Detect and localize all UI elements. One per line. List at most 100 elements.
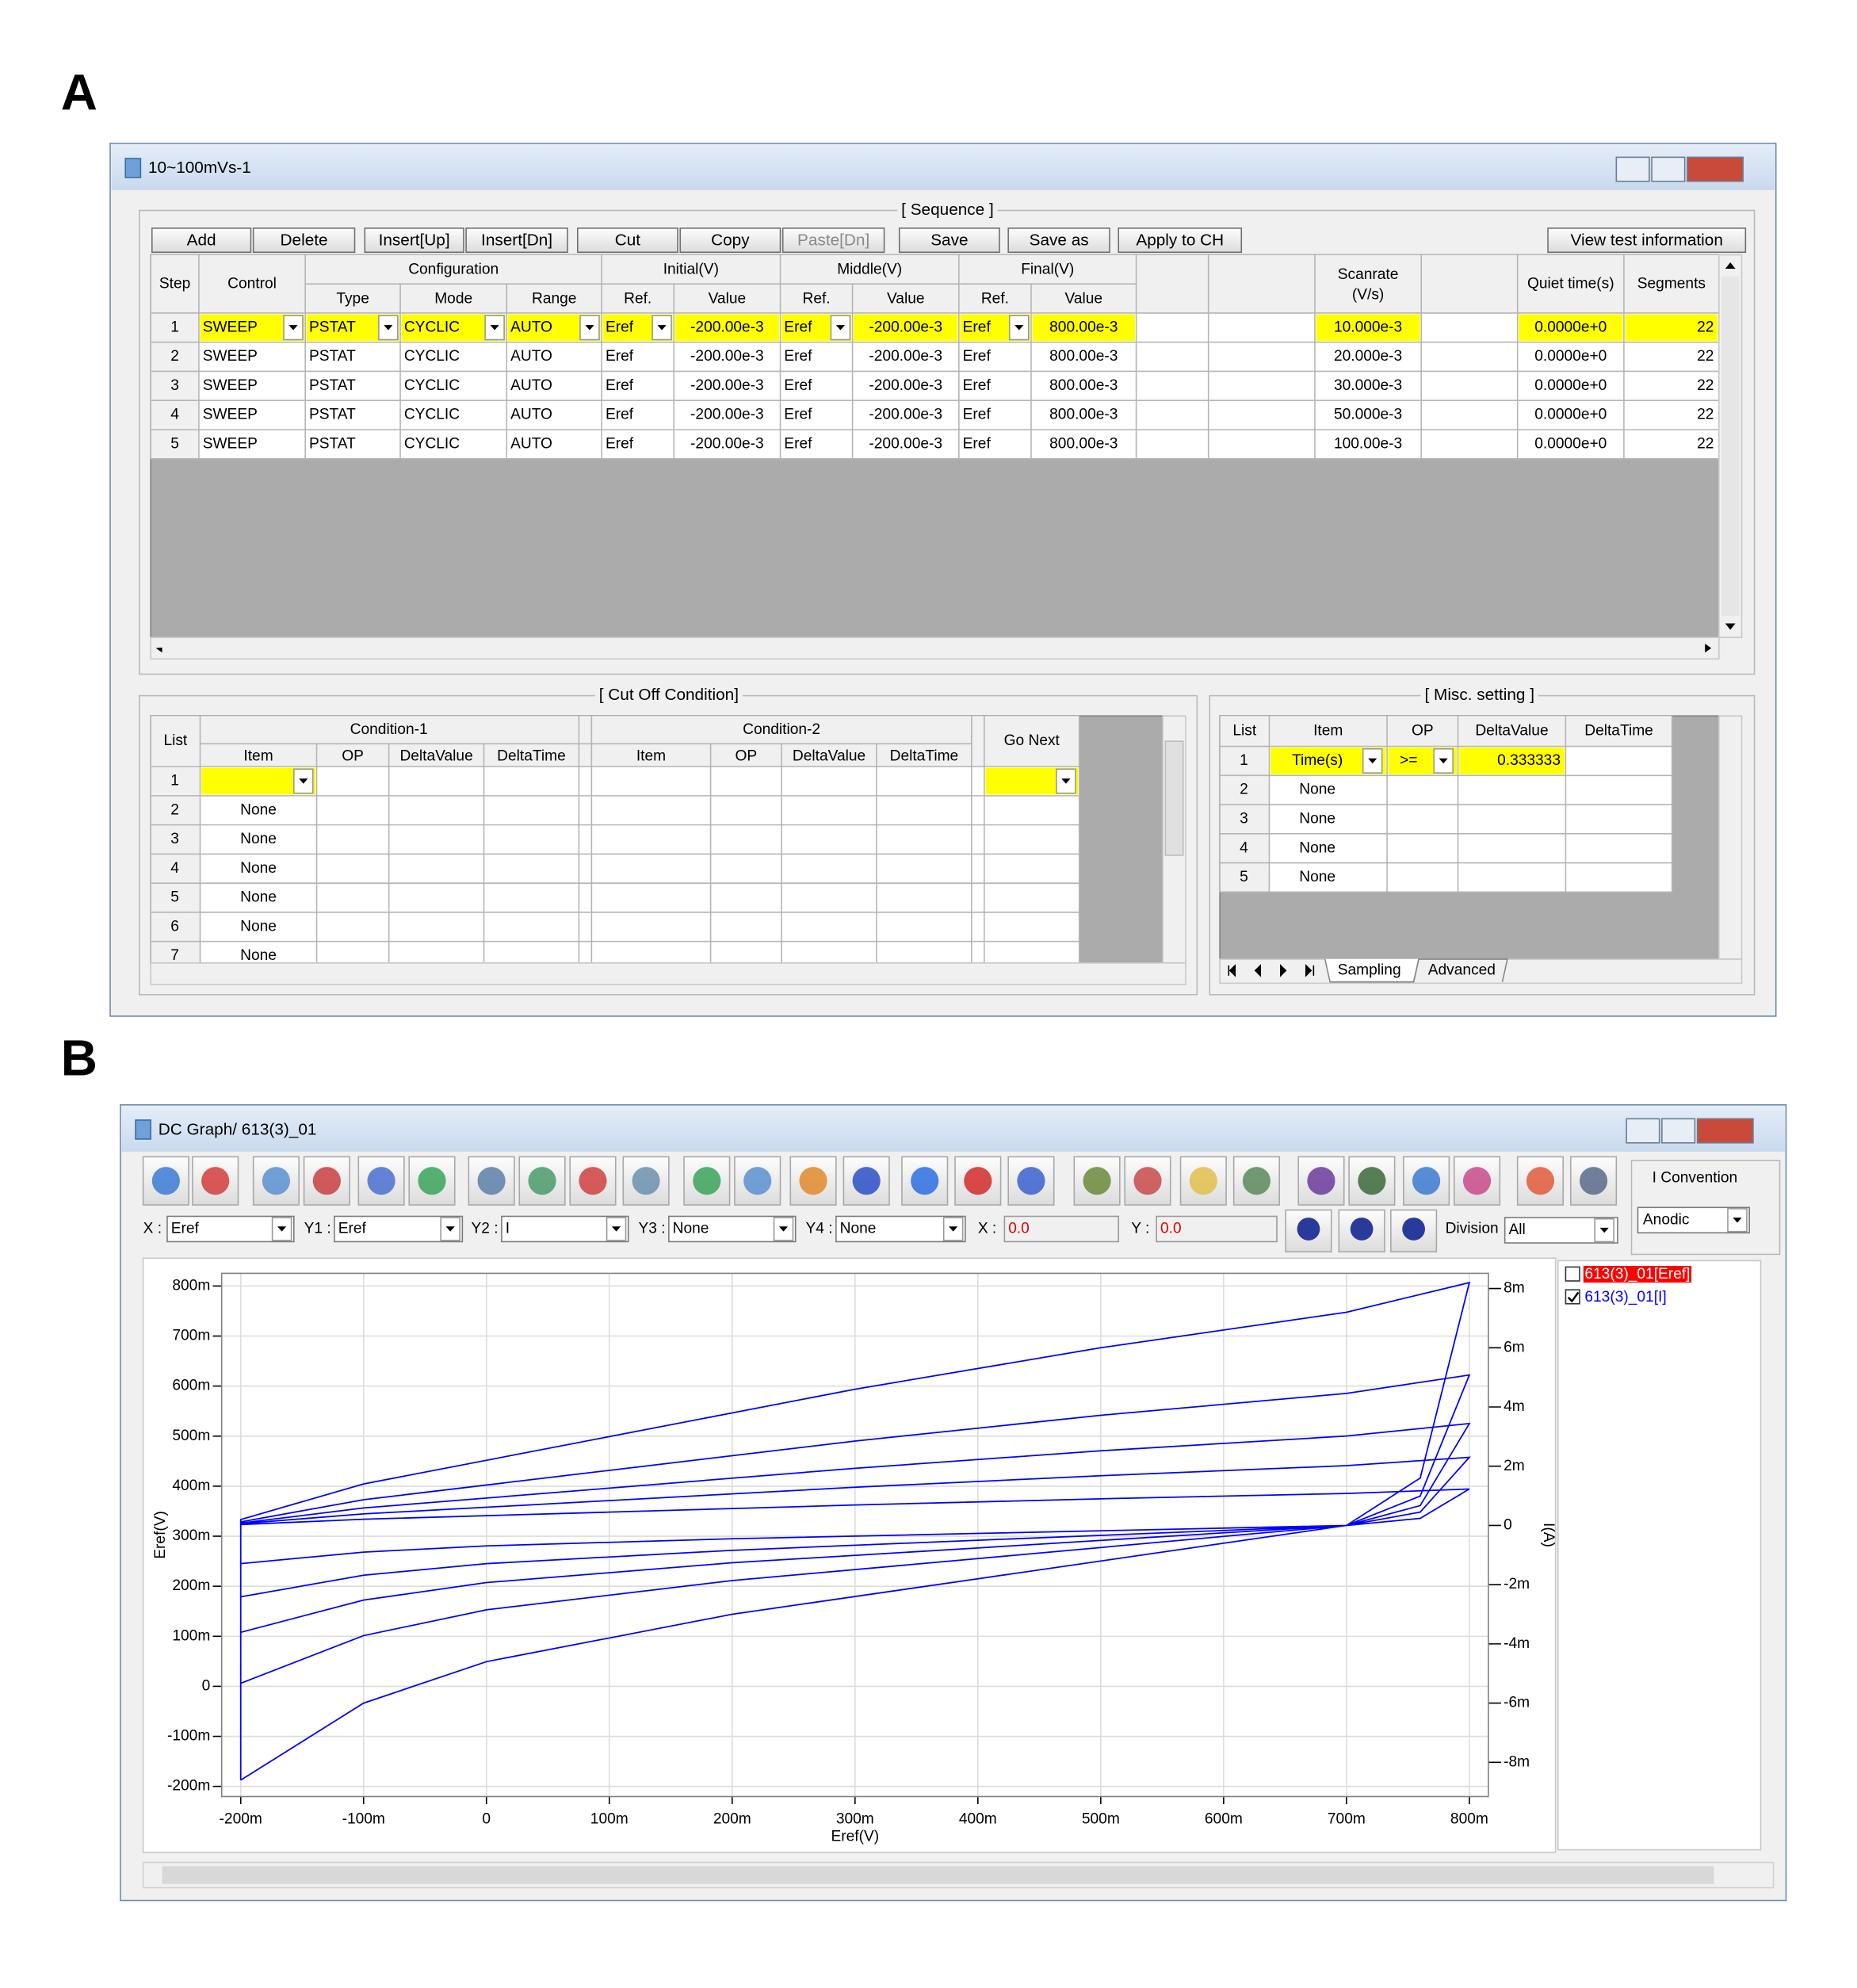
table-cell: 30.000e-3 [1334,377,1402,394]
legend-checkbox[interactable] [1565,1289,1580,1305]
table-cell: AUTO [510,435,552,452]
selector-label: Y1 : [304,1221,331,1237]
data-line [239,1281,1471,1781]
selected-cell [1316,314,1420,342]
y-tick-label: 100m [172,1627,210,1644]
panel-label: A [61,64,97,121]
title-bar [111,144,1775,190]
toolbar-icon [1462,1167,1492,1195]
toolbar-button[interactable] [1007,227,1110,254]
dropdown-arrow [657,325,667,331]
table-row [151,854,1079,884]
column-header: OP [1412,722,1434,739]
table-cell: 3 [170,831,179,847]
table-cell: PSTAT [309,319,356,335]
table-cell: 5 [170,435,179,452]
column-header: Go Next [1004,732,1060,749]
table-cell: Eref [963,407,992,423]
close-button[interactable] [1696,1118,1754,1144]
toolbar-icon [1083,1167,1111,1195]
toolbar-icon [1307,1167,1335,1195]
button-label: Insert[Up] [379,231,450,249]
table-cell: -200.00e-3 [869,319,942,335]
maximize-button[interactable] [1651,156,1686,182]
table-cell: Eref [606,348,634,365]
table-cell: PSTAT [309,407,356,423]
table-cell: Eref [963,377,992,394]
cursor-value: 0.0 [1008,1221,1030,1237]
dropdown-value: Eref [171,1221,200,1237]
dropdown-arrow [277,1226,287,1232]
selector-label: Y2 : [472,1221,499,1237]
column-header: Mode [434,290,472,307]
dropdown-arrow [778,1226,789,1232]
table-row [151,912,1079,942]
column-header: Ref. [981,290,1009,307]
horizontal-scrollbar [150,962,1186,985]
dropdown-value: None [673,1221,709,1237]
close-button[interactable] [1687,156,1744,182]
toolbar-button[interactable] [1118,227,1243,254]
window-icon [124,158,142,178]
button-label: Save as [1030,231,1089,249]
table-cell: 0.0000e+0 [1534,319,1607,335]
table-cell: Eref [784,319,812,335]
table-row [1220,805,1672,834]
toolbar-icon [1133,1167,1162,1195]
toolbar-button[interactable] [364,227,464,254]
table-cell: 0.0000e+0 [1534,348,1607,365]
dropdown-arrow [949,1226,958,1232]
table-cell: Eref [784,435,812,452]
toolbar-icon [1358,1167,1386,1195]
toolbar-icon [1412,1167,1441,1195]
minimize-button[interactable] [1626,1118,1660,1144]
table-cell: -200.00e-3 [869,348,942,365]
y2-tick-label: 2m [1504,1458,1525,1474]
table-cell: 100.00e-3 [1334,435,1402,452]
x-tick-label: -200m [220,1810,262,1827]
cursor-field [1003,1215,1120,1243]
toolbar-button[interactable] [898,227,1000,254]
row-header [151,429,199,459]
info-button[interactable] [1547,227,1747,254]
toolbar-icon [799,1167,827,1195]
column-header: Ref. [624,290,651,307]
column-header: Type [336,290,369,307]
dropdown-arrow [611,1226,621,1232]
dropdown-arrow [835,325,846,331]
legend-checkbox[interactable] [1565,1266,1580,1282]
table-cell: 22 [1697,319,1714,335]
minimize-button[interactable] [1615,156,1650,182]
selector-label: Y4 : [805,1221,832,1237]
toolbar-icon-button[interactable] [843,1156,890,1206]
toolbar-button[interactable] [252,227,356,254]
x-tick-label: 800m [1450,1810,1488,1827]
table-cell: 800.00e-3 [1049,319,1118,335]
y2-tick-label: -8m [1504,1753,1530,1770]
table-cell: >= [1400,752,1417,769]
table-cell: -200.00e-3 [869,435,942,452]
legend-entry: 613(3)_01[I] [1584,1289,1666,1306]
column-group-header: Final(V) [1021,262,1074,278]
maximize-button[interactable] [1661,1118,1696,1144]
button-label: View test information [1571,231,1723,249]
toolbar-button[interactable] [576,227,678,254]
column-header: Control [227,275,277,292]
table-cell: None [240,860,277,877]
dropdown-arrow [1599,1227,1609,1233]
toolbar-button[interactable] [679,227,781,254]
column-header: Value [1064,290,1102,307]
x-tick-label: 300m [836,1810,874,1827]
column-header: Segments [1637,275,1706,292]
tab: Sampling [1338,962,1401,978]
y-tick-label: 600m [172,1378,210,1394]
table-cell: None [1299,811,1335,828]
toolbar-icon [1017,1167,1045,1195]
toolbar-icon [312,1167,341,1195]
toolbar-button[interactable] [781,227,885,254]
selected-cell [854,314,958,342]
selected-cell [1032,314,1136,342]
toolbar-button[interactable] [465,227,568,254]
toolbar-button[interactable] [151,227,252,254]
